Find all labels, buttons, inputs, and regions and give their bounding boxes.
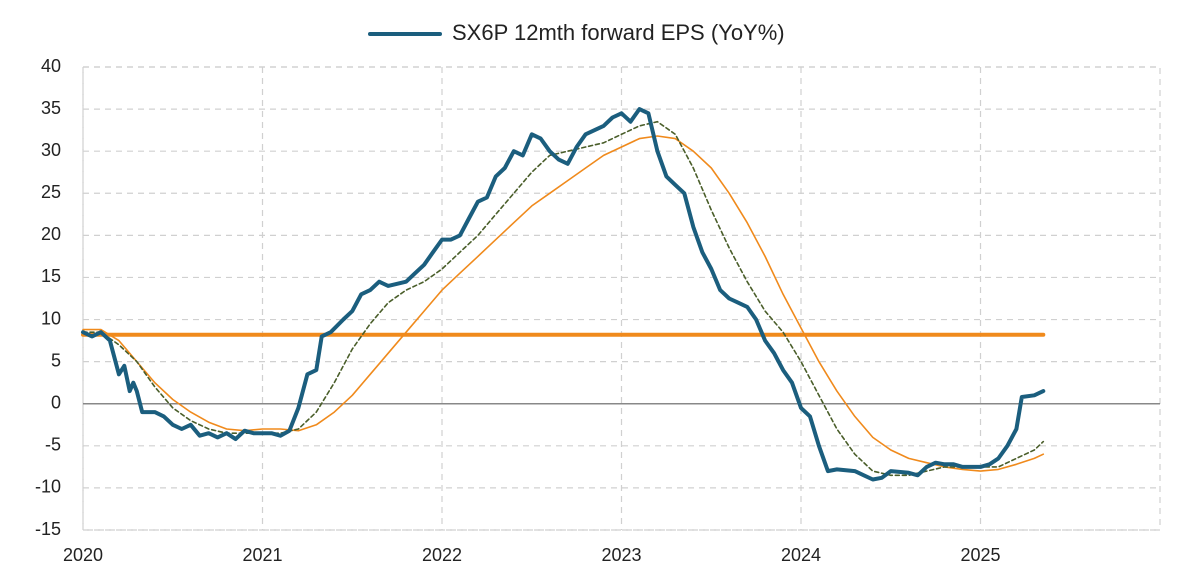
x-tick-label: 2022 xyxy=(422,545,462,565)
legend-label: SX6P 12mth forward EPS (YoY%) xyxy=(452,20,785,45)
y-tick-label: -5 xyxy=(45,435,61,455)
series-line xyxy=(82,135,1045,472)
y-tick-label: 0 xyxy=(51,392,61,412)
y-tick-label: 35 xyxy=(41,98,61,118)
x-tick-label: 2025 xyxy=(960,545,1000,565)
x-tick-label: 2023 xyxy=(601,545,641,565)
y-tick-label: 25 xyxy=(41,182,61,202)
y-tick-label: 15 xyxy=(41,266,61,286)
y-tick-label: 5 xyxy=(51,350,61,370)
y-tick-label: 40 xyxy=(41,56,61,76)
y-tick-label: -15 xyxy=(35,519,61,539)
y-tick-label: -10 xyxy=(35,477,61,497)
x-tick-label: 2020 xyxy=(63,545,103,565)
y-tick-label: 20 xyxy=(41,224,61,244)
series-line xyxy=(81,107,1046,482)
y-tick-label: 30 xyxy=(41,140,61,160)
series-line xyxy=(82,120,1045,477)
x-tick-label: 2024 xyxy=(781,545,821,565)
x-tick-label: 2021 xyxy=(242,545,282,565)
y-tick-label: 10 xyxy=(41,308,61,328)
